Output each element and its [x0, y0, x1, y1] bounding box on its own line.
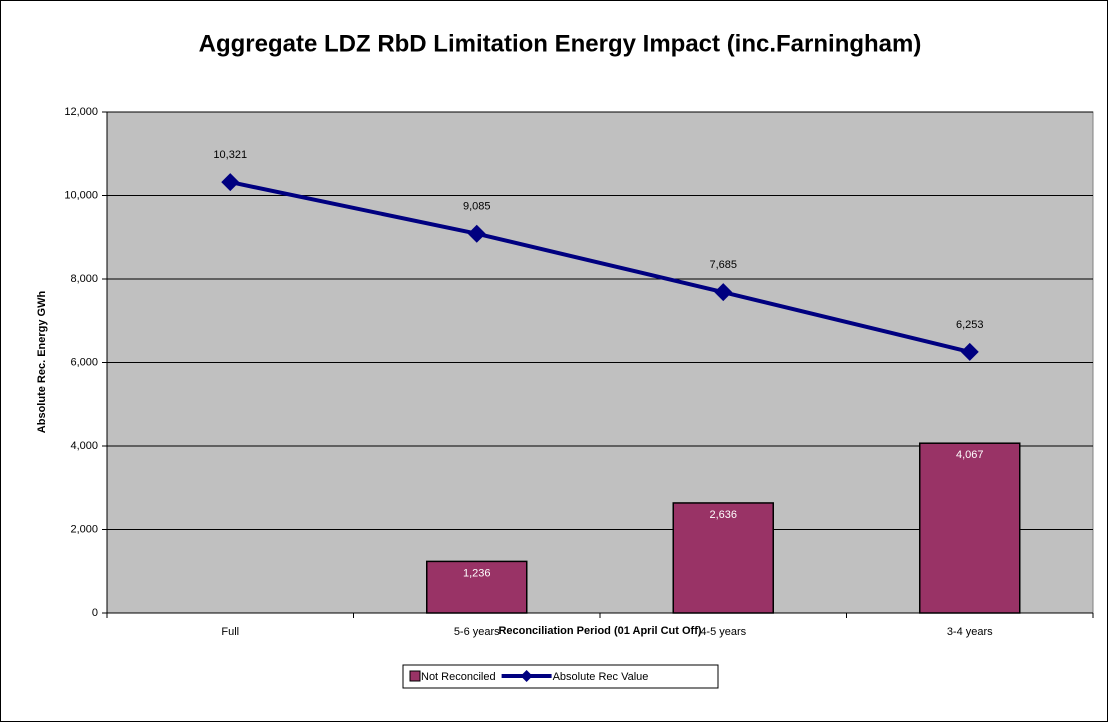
- bar: [426, 560, 528, 614]
- line-marker: [467, 224, 486, 243]
- bar: [672, 502, 774, 614]
- y-axis-title: Absolute Rec. Energy GWh: [36, 291, 48, 434]
- y-tick-label: 6,000: [70, 356, 98, 368]
- y-tick-label: 4,000: [70, 440, 98, 452]
- legend-label: Absolute Rec Value: [553, 671, 649, 683]
- line-marker: [221, 173, 240, 192]
- line-value-label: 10,321: [213, 149, 247, 161]
- bar-value-label: 4,067: [956, 449, 984, 461]
- legend-box: [402, 664, 719, 689]
- line-value-label: 9,085: [463, 201, 491, 213]
- x-tick-label: 4-5 years: [700, 626, 746, 638]
- x-axis-title: Reconciliation Period (01 April Cut Off): [498, 625, 701, 637]
- bar: [919, 442, 1021, 614]
- x-tick-label: Full: [221, 626, 239, 638]
- bar-value-label: 0: [227, 619, 233, 631]
- legend-marker: [520, 670, 533, 682]
- legend-swatch: [409, 670, 421, 682]
- line-marker: [714, 283, 733, 302]
- x-tick-label: 3-4 years: [947, 626, 993, 638]
- legend: Not Reconciled Absolute Rec Value: [402, 664, 719, 689]
- bar-value-label: 1,236: [463, 567, 491, 579]
- line-value-label: 7,685: [709, 259, 737, 271]
- line-marker: [960, 342, 979, 361]
- bar-value-label: 2,636: [709, 509, 737, 521]
- y-tick-label: 0: [92, 607, 98, 619]
- y-tick-label: 10,000: [64, 189, 98, 201]
- y-tick-label: 12,000: [64, 106, 98, 118]
- x-tick-label: 5-6 years: [454, 626, 500, 638]
- line-value-label: 6,253: [956, 319, 984, 331]
- legend-label: Not Reconciled: [421, 671, 496, 683]
- chart-title: Aggregate LDZ RbD Limitation Energy Impa…: [199, 30, 922, 57]
- line: [229, 180, 971, 354]
- y-tick-label: 8,000: [70, 273, 98, 285]
- y-tick-label: 2,000: [70, 523, 98, 535]
